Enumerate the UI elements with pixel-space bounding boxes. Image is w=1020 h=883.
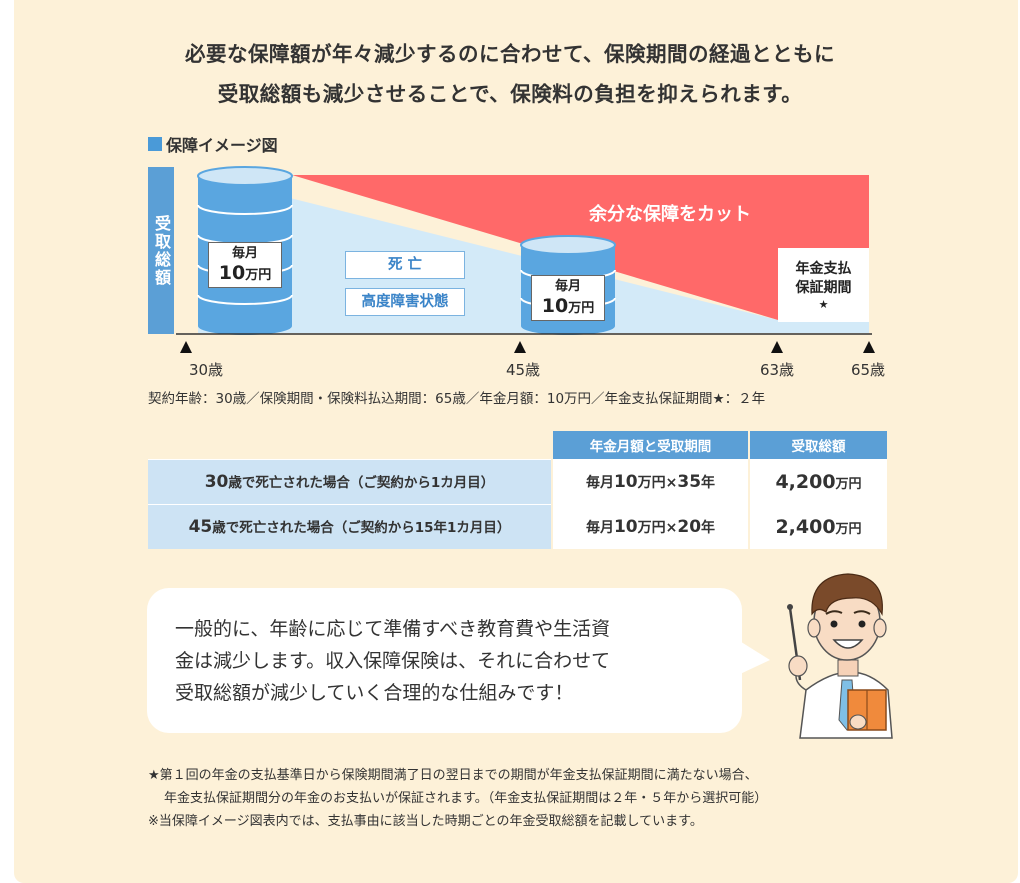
amount-years: 35 <box>677 471 702 492</box>
table-header-total: 受取総額 <box>748 431 887 459</box>
coin-label-middle-small: 毎月 <box>554 279 581 294</box>
guarantee-area <box>778 320 869 333</box>
amount-mid: 万円× <box>637 519 678 536</box>
footnote-line-3: ※当保障イメージ図表内では、支払事由に該当した時期ごとの年金受取総額を記載してい… <box>148 814 703 829</box>
contract-note: 契約年齢：30歳／保険期間・保険料払込期間：65歳／年金月額：10万円／年金支払… <box>148 391 766 407</box>
cause-disability-label: 高度障害状態 <box>345 288 465 316</box>
case-age: 30 <box>204 472 229 492</box>
table-header-row: 年金月額と受取期間 受取総額 <box>148 431 887 459</box>
coin-label-left: 毎月 10万円 <box>208 242 282 288</box>
coverage-diagram: 余分な保障をカット 30歳 45歳 63歳 65歳 <box>176 166 885 379</box>
table-row: 45歳で死亡された場合（ご契約から15年1カ月目） 毎月10万円×20年 2,4… <box>148 503 887 549</box>
table-cell-total: 4,200万円 <box>748 458 887 504</box>
pension-guarantee-line-1: 年金支払 <box>795 261 852 277</box>
table-cell-case: 45歳で死亡された場合（ご契約から15年1カ月目） <box>148 503 552 549</box>
tick-marker-30 <box>180 341 192 353</box>
amount-mid: 万円× <box>637 474 678 491</box>
vertical-axis-label: 受取総額 <box>148 167 174 334</box>
total-number: 4,200 <box>775 470 836 493</box>
table-header-amount: 年金月額と受取期間 <box>551 431 749 459</box>
tick-label-45: 45歳 <box>506 361 540 379</box>
amount-years: 20 <box>677 516 702 537</box>
headline: 必要な保障額が年々減少するのに合わせて、保険期間の経過とともに 受取総額も減少さ… <box>0 34 1020 114</box>
coverage-area <box>198 175 778 333</box>
pension-guarantee-line-2: 保証期間 <box>795 280 852 296</box>
table-cell-total: 2,400万円 <box>748 503 887 549</box>
diagram-title-text: 保障イメージ図 <box>166 136 278 155</box>
amount-prefix: 毎月 <box>585 519 614 536</box>
payout-table: 年金月額と受取期間 受取総額 30歳で死亡された場合（ご契約から1カ月目） 毎月… <box>148 431 887 549</box>
speech-line-1: 一般的に、年齢に応じて準備すべき教育費や生活資 <box>175 618 611 640</box>
table-row: 30歳で死亡された場合（ご契約から1カ月目） 毎月10万円×35年 4,200万… <box>148 458 887 504</box>
footnotes: ★第１回の年金の支払基準日から保険期間満了日の翌日までの期間が年金支払保証期間に… <box>148 764 767 833</box>
headline-line-1: 必要な保障額が年々減少するのに合わせて、保険期間の経過とともに <box>185 42 835 66</box>
total-unit: 万円 <box>835 521 862 537</box>
table-cell-case: 30歳で死亡された場合（ご契約から1カ月目） <box>148 458 552 504</box>
tick-label-30: 30歳 <box>189 361 223 379</box>
table-cell-amount: 毎月10万円×20年 <box>551 503 749 549</box>
speech-bubble-text: 一般的に、年齢に応じて準備すべき教育費や生活資 金は減少します。収入保障保険は、… <box>175 613 720 709</box>
footnote-line-1: ★第１回の年金の支払基準日から保険期間満了日の翌日までの期間が年金支払保証期間に… <box>148 768 758 783</box>
amount-number: 10 <box>613 471 638 492</box>
tick-label-65: 65歳 <box>851 361 885 379</box>
tick-label-63: 63歳 <box>760 361 794 379</box>
cut-label: 余分な保障をカット <box>588 203 751 225</box>
speech-line-3: 受取総額が減少していく合理的な仕組みです！ <box>175 682 574 704</box>
coin-label-middle-number: 10 <box>541 295 569 317</box>
tick-marker-65 <box>863 341 875 353</box>
total-unit: 万円 <box>835 476 862 492</box>
amount-prefix: 毎月 <box>585 474 614 491</box>
table-header-empty <box>148 431 552 459</box>
amount-number: 10 <box>613 516 638 537</box>
tick-marker-45 <box>514 341 526 353</box>
coin-label-middle-unit: 万円 <box>568 301 595 316</box>
case-age: 45 <box>188 517 213 538</box>
diagram-title: 保障イメージ図 <box>148 132 278 156</box>
coin-label-left-small: 毎月 <box>231 246 258 261</box>
tick-marker-63 <box>771 341 783 353</box>
cause-death-label: 死 亡 <box>345 251 465 279</box>
case-text: 歳で死亡された場合（ご契約から1カ月目） <box>228 475 495 491</box>
coin-label-left-number: 10 <box>218 262 246 284</box>
case-text: 歳で死亡された場合（ご契約から15年1カ月目） <box>212 520 511 537</box>
speech-bubble: 一般的に、年齢に応じて準備すべき教育費や生活資 金は減少します。収入保障保険は、… <box>147 588 742 733</box>
total-number: 2,400 <box>775 515 836 538</box>
amount-suffix: 年 <box>701 519 716 536</box>
amount-suffix: 年 <box>701 474 716 491</box>
square-bullet-icon <box>148 137 162 151</box>
footnote-line-2: 年金支払保証期間分の年金のお支払いが保証されます。（年金支払保証期間は２年・５年… <box>164 791 768 806</box>
speech-line-2: 金は減少します。収入保障保険は、それに合わせて <box>175 650 611 672</box>
table-cell-amount: 毎月10万円×35年 <box>551 458 749 504</box>
pension-guarantee-box: 年金支払 保証期間 ★ <box>778 248 869 322</box>
coin-label-left-unit: 万円 <box>245 268 272 283</box>
coin-label-middle: 毎月 10万円 <box>531 275 605 321</box>
star-icon: ★ <box>818 298 829 311</box>
headline-line-2: 受取総額も減少させることで、保険料の負担を抑えられます。 <box>217 82 803 106</box>
